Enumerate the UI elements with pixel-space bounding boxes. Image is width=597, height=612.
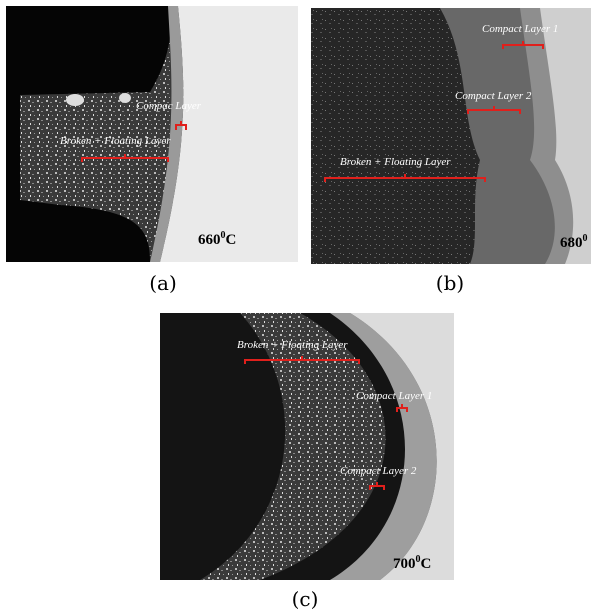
page: Compac Layer Broken + Floating Layer 660… bbox=[0, 0, 597, 612]
text-part: 700 bbox=[393, 556, 416, 572]
panel-c-image bbox=[160, 313, 454, 580]
text-part: C bbox=[226, 232, 237, 248]
temperature: 7000C bbox=[393, 554, 431, 572]
text-part: 0 bbox=[583, 233, 588, 244]
label: Compact Layer 2 bbox=[455, 90, 532, 102]
text-part: C bbox=[421, 556, 432, 572]
caption: (b) bbox=[436, 271, 464, 295]
label: Compact Layer 1 bbox=[356, 390, 432, 402]
text-part: 660 bbox=[198, 232, 221, 248]
temperature: 6600C bbox=[198, 230, 236, 248]
label: Broken + Floating Layer bbox=[340, 156, 451, 168]
label: Compac Layer bbox=[136, 100, 202, 112]
label: Compact Layer 2 bbox=[340, 465, 417, 477]
figure: Compac Layer Broken + Floating Layer 660… bbox=[0, 0, 597, 612]
panel-a-image bbox=[6, 6, 298, 262]
text-part: 680 bbox=[560, 235, 583, 251]
caption: (c) bbox=[292, 587, 319, 611]
panel-b-image bbox=[311, 8, 591, 264]
caption: (a) bbox=[149, 271, 177, 295]
label: Compact Layer 1 bbox=[482, 23, 558, 35]
label: Broken + Floating Layer bbox=[237, 339, 348, 351]
label: Broken + Floating Layer bbox=[60, 135, 171, 147]
